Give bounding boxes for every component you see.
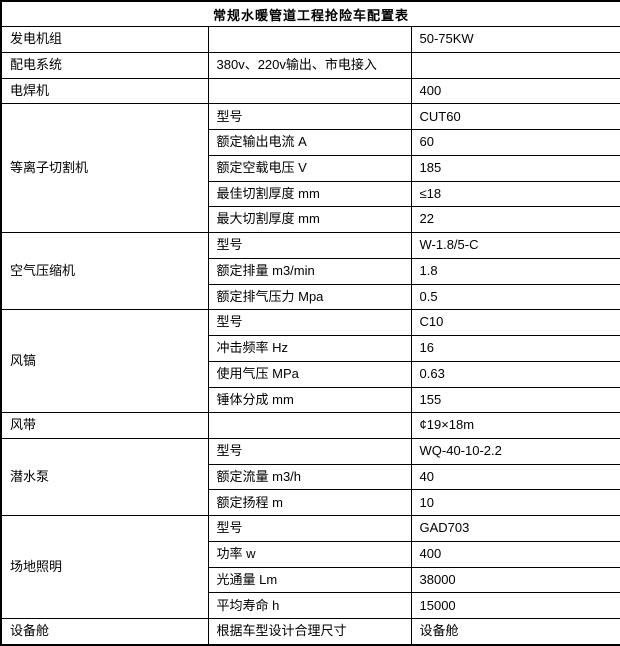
equipment-label: 等离子切割机	[0, 103, 209, 234]
table-row: 空气压缩机 型号 W-1.8/5-C	[0, 232, 620, 311]
table-row: 最佳切割厚度 mm ≤18	[1, 180, 620, 208]
value-cell: 22	[410, 206, 620, 234]
table-row: 配电系统 380v、220v输出、市电接入	[0, 51, 620, 79]
parameter-cell: 额定流量 m3/h	[207, 463, 412, 491]
table-row: 电焊机 400	[0, 77, 620, 105]
parameter-cell: 最佳切割厚度 mm	[207, 180, 412, 208]
parameter-cell: 额定排量 m3/min	[207, 257, 412, 285]
value-cell: W-1.8/5-C	[410, 232, 620, 259]
title-row: 常规水暖管道工程抢险车配置表	[0, 0, 620, 28]
value-cell: 185	[410, 154, 620, 182]
parameter-cell: 使用气压 MPa	[207, 360, 412, 388]
value-cell: 50-75KW	[410, 26, 620, 53]
value-cell: 设备舱	[410, 618, 620, 646]
table-row: 风镐 型号 C10	[0, 309, 620, 414]
table-title: 常规水暖管道工程抢险车配置表	[0, 0, 620, 28]
value-cell: 400	[410, 77, 620, 105]
equipment-label: 配电系统	[0, 51, 209, 79]
value-cell: GAD703	[410, 515, 620, 542]
value-cell: 10	[410, 489, 620, 517]
table-row: 设备舱 根据车型设计合理尺寸 设备舱	[0, 618, 620, 646]
table-row: 最大切割厚度 mm 22	[1, 206, 620, 234]
parameter-cell: 功率 w	[207, 540, 412, 568]
parameter-cell: 平均寿命 h	[207, 592, 412, 620]
value-cell: 400	[410, 540, 620, 568]
value-cell: C10	[410, 309, 620, 337]
value-cell: 38000	[410, 566, 620, 594]
equipment-label: 风镐	[0, 309, 209, 414]
parameter-cell: 型号	[207, 103, 412, 131]
table-row: 额定流量 m3/h 40	[1, 463, 620, 491]
value-cell: 40	[410, 463, 620, 491]
parameter-cell: 额定扬程 m	[207, 489, 412, 517]
equipment-label: 空气压缩机	[0, 232, 209, 311]
parameter-cell: 型号	[207, 309, 412, 337]
table-row: 冲击频率 Hz 16	[1, 335, 620, 362]
value-cell: 60	[410, 129, 620, 156]
value-cell: WQ-40-10-2.2	[410, 437, 620, 465]
parameter-cell	[207, 77, 412, 105]
table-row: 发电机组 50-75KW	[0, 26, 620, 53]
parameter-cell: 根据车型设计合理尺寸	[207, 618, 412, 646]
parameter-cell: 型号	[207, 437, 412, 465]
parameter-cell: 380v、220v输出、市电接入	[207, 51, 412, 79]
table-row: 风带 ¢19×18m	[0, 412, 620, 439]
table-row: 额定排量 m3/min 1.8	[1, 257, 620, 285]
value-cell: ¢19×18m	[410, 412, 620, 439]
parameter-cell: 最大切割厚度 mm	[207, 206, 412, 234]
parameter-cell: 型号	[207, 232, 412, 259]
value-cell: 1.8	[410, 257, 620, 285]
value-cell: 16	[410, 335, 620, 362]
equipment-label: 电焊机	[0, 77, 209, 105]
value-cell	[410, 51, 620, 79]
table-row: 锤体分成 mm 155	[1, 386, 620, 414]
parameter-cell: 额定排气压力 Mpa	[207, 283, 412, 311]
value-cell: ≤18	[410, 180, 620, 208]
equipment-label: 设备舱	[0, 618, 209, 646]
table-row: 额定空载电压 V 185	[1, 154, 620, 182]
value-cell: 15000	[410, 592, 620, 620]
value-cell: 155	[410, 386, 620, 414]
value-cell: 0.63	[410, 360, 620, 388]
table-row: 额定排气压力 Mpa 0.5	[1, 283, 620, 311]
value-cell: CUT60	[410, 103, 620, 131]
parameter-cell: 额定空载电压 V	[207, 154, 412, 182]
parameter-cell: 冲击频率 Hz	[207, 335, 412, 362]
parameter-cell	[207, 412, 412, 439]
parameter-cell: 光通量 Lm	[207, 566, 412, 594]
value-cell: 0.5	[410, 283, 620, 311]
equipment-label: 发电机组	[0, 26, 209, 53]
parameter-cell: 锤体分成 mm	[207, 386, 412, 414]
table-row: 等离子切割机 型号 CUT60	[0, 103, 620, 234]
parameter-cell	[207, 26, 412, 53]
table-row: 使用气压 MPa 0.63	[1, 360, 620, 388]
equipment-label: 潜水泵	[0, 437, 209, 517]
table-row: 场地照明 型号 GAD703	[0, 515, 620, 620]
parameter-cell: 型号	[207, 515, 412, 542]
equipment-label: 风带	[0, 412, 209, 439]
parameter-cell: 额定输出电流 A	[207, 129, 412, 156]
table-row: 额定输出电流 A 60	[1, 129, 620, 156]
table-row: 潜水泵 型号 WQ-40-10-2.2	[0, 437, 620, 517]
equipment-label: 场地照明	[0, 515, 209, 620]
